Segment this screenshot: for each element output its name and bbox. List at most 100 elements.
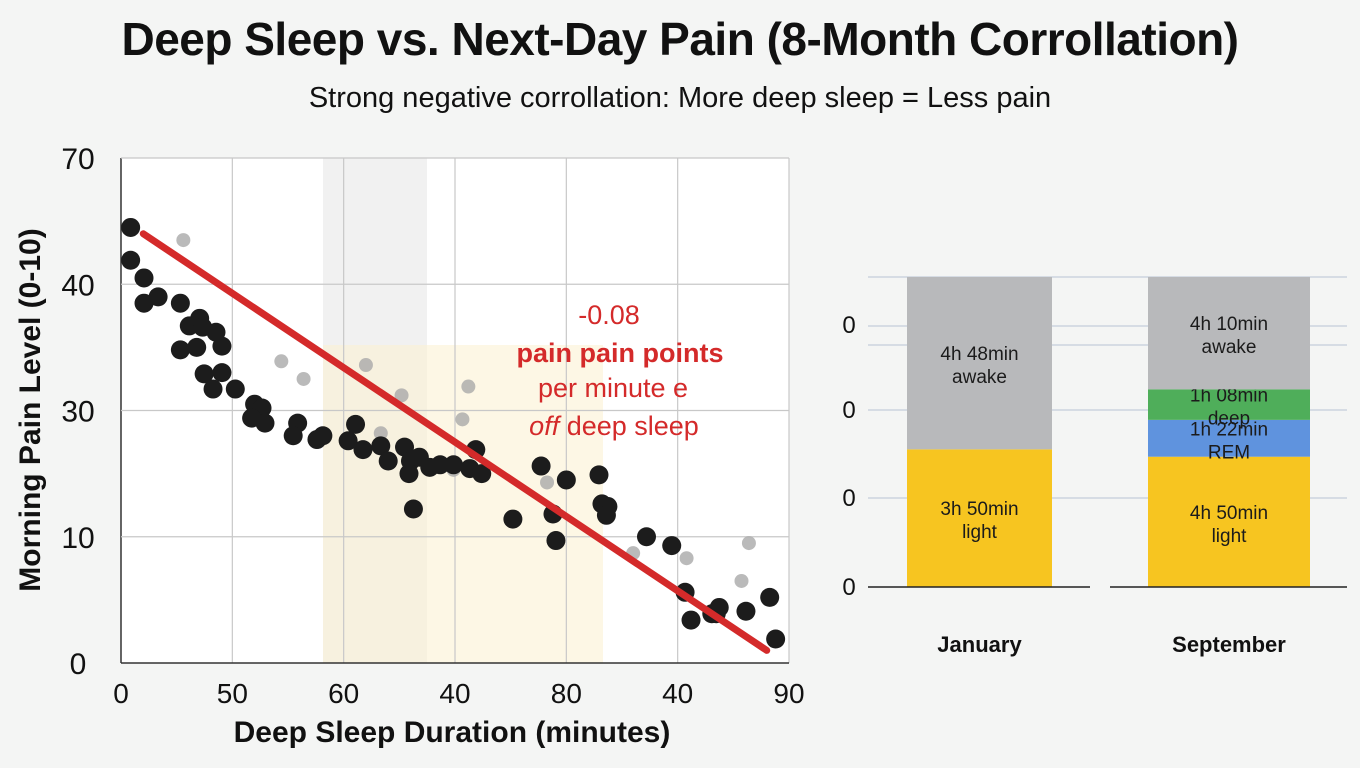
- faded-point: [176, 233, 191, 248]
- x-axis-label: Deep Sleep Duration (minutes): [234, 716, 671, 749]
- annotation-line-3: off deep sleep: [529, 411, 699, 441]
- y-tick-label: 10: [61, 522, 94, 555]
- x-tick-labels: 0 50 60 40 80 40 90: [113, 678, 804, 709]
- bar-segment-deep: [1148, 389, 1310, 420]
- bar-segment-light: [907, 449, 1052, 587]
- faded-point: [455, 412, 470, 427]
- annotation-line-3-rest: deep sleep: [559, 411, 699, 441]
- data-point: [662, 536, 682, 556]
- segment-stage: light: [962, 522, 998, 543]
- chart-title: Deep Sleep vs. Next-Day Pain (8-Month Co…: [121, 13, 1239, 65]
- slope-annotation: -0.08 pain pain points per minute e off …: [517, 300, 724, 441]
- grid-lines: [120, 157, 790, 664]
- data-point: [503, 509, 523, 529]
- y-tick-label: 40: [61, 269, 94, 302]
- scatter-plot: -0.08 pain pain points per minute e off …: [14, 143, 805, 749]
- data-point: [121, 217, 141, 237]
- bar-segment-light: [1148, 456, 1310, 587]
- faded-point: [679, 551, 694, 566]
- y-axis-label: Morning Pain Level (0-10): [14, 228, 47, 591]
- data-point: [399, 464, 419, 484]
- x-tick-label: 40: [439, 678, 470, 709]
- faded-point: [540, 475, 555, 490]
- data-point: [187, 337, 207, 357]
- x-tick-label: 50: [217, 678, 248, 709]
- trend-line: [139, 230, 771, 654]
- bar-segment-rem: [1148, 419, 1310, 457]
- y-tick-label: 30: [61, 396, 94, 429]
- data-point: [170, 293, 190, 313]
- data-point: [212, 363, 232, 383]
- highlight-band: [323, 345, 603, 663]
- faded-point: [741, 536, 756, 551]
- faded-point: [358, 358, 373, 373]
- data-point: [472, 464, 492, 484]
- data-point: [346, 414, 366, 434]
- segment-duration: 1h 22min: [1190, 419, 1268, 440]
- data-point: [636, 527, 656, 547]
- data-point: [371, 436, 391, 456]
- bar-category-label: January: [937, 632, 1022, 657]
- data-point: [283, 426, 303, 446]
- y-tick-label: 0: [70, 648, 87, 681]
- data-point: [430, 455, 450, 475]
- segment-duration: 3h 50min: [940, 499, 1018, 520]
- segment-duration: 1h 08min: [1190, 386, 1268, 407]
- x-tick-label: 40: [662, 678, 693, 709]
- data-point: [444, 455, 464, 475]
- bar-segment-awake: [907, 277, 1052, 450]
- data-point: [589, 465, 609, 485]
- y-tick-label: 70: [61, 143, 94, 176]
- faded-point: [274, 354, 289, 369]
- data-point: [338, 431, 358, 451]
- slope-value: -0.08: [578, 300, 640, 330]
- segment-duration: 4h 48min: [940, 344, 1018, 365]
- data-point: [194, 364, 214, 384]
- bar-segment-awake: [1148, 277, 1310, 390]
- data-point: [760, 587, 780, 607]
- segment-stage: REM: [1208, 442, 1250, 463]
- data-point: [353, 440, 373, 460]
- data-point: [148, 287, 168, 307]
- bar-y-tick-labels: 0 0 0 0: [842, 312, 855, 601]
- data-point: [403, 499, 423, 519]
- data-point: [736, 601, 756, 621]
- annotation-line-2: per minute e: [538, 373, 688, 403]
- data-point: [596, 505, 616, 525]
- x-tick-label: 90: [773, 678, 804, 709]
- data-point: [546, 531, 566, 551]
- bar-y-tick-label: 0: [842, 574, 855, 601]
- y-tick-labels: 0 10 30 40 70: [61, 143, 94, 681]
- bar-category-label: September: [1172, 632, 1286, 657]
- segment-duration: 4h 50min: [1190, 503, 1268, 524]
- faded-point: [394, 388, 409, 403]
- bar-y-tick-label: 0: [842, 397, 855, 424]
- data-point: [255, 413, 275, 433]
- bar-category-labels: January September: [937, 632, 1286, 657]
- faded-point: [296, 371, 311, 386]
- x-tick-label: 80: [551, 678, 582, 709]
- data-point: [212, 336, 232, 356]
- segment-duration: 4h 10min: [1190, 314, 1268, 335]
- data-point: [531, 456, 551, 476]
- data-point: [170, 340, 190, 360]
- faded-point: [373, 426, 388, 441]
- data-point: [225, 379, 245, 399]
- data-point: [121, 250, 141, 270]
- annotation-line-1: pain pain points: [517, 338, 724, 368]
- data-point: [556, 470, 576, 490]
- segment-stage: awake: [952, 367, 1007, 388]
- segment-stage: light: [1212, 526, 1248, 547]
- data-point: [134, 268, 154, 288]
- data-point: [681, 610, 701, 630]
- chart-subtitle: Strong negative corrollation: More deep …: [308, 82, 1052, 114]
- data-point: [378, 451, 398, 471]
- data-point: [766, 629, 786, 649]
- data-point: [313, 426, 333, 446]
- faded-point: [461, 379, 476, 394]
- segment-stage: awake: [1202, 337, 1257, 358]
- x-tick-label: 0: [113, 678, 129, 709]
- bar-y-tick-label: 0: [842, 312, 855, 339]
